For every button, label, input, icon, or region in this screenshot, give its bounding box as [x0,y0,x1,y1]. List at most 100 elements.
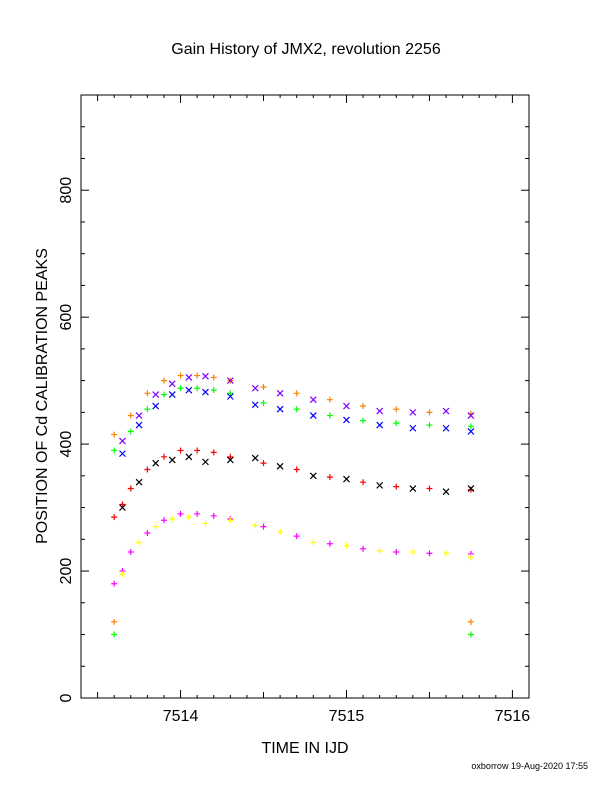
data-point [376,421,384,429]
data-point [226,377,234,385]
data-point [426,485,433,492]
data-point [202,520,209,527]
data-point [202,388,209,396]
data-point [194,385,201,392]
data-point [127,412,134,419]
data-point [111,580,118,587]
data-point [343,542,350,549]
series-6 [111,510,474,587]
series-5 [119,453,475,512]
data-point [309,412,317,419]
data-point [185,453,193,461]
data-point [194,372,201,379]
series-3 [119,386,475,458]
data-point [210,512,217,519]
data-point [210,374,217,381]
data-point [119,450,126,458]
data-point [293,466,300,473]
data-point [426,409,433,416]
data-point [251,401,259,409]
data-point [393,549,400,556]
data-point [185,374,193,381]
data-point [343,475,350,483]
data-point [251,454,259,462]
data-point [152,391,160,399]
data-point [152,402,160,410]
data-point [168,380,176,388]
data-point [467,427,475,435]
data-point [202,458,209,466]
series-8 [111,618,474,625]
data-point [467,412,475,419]
data-point [310,539,317,546]
data-point [226,456,234,464]
data-point [393,406,400,413]
data-point [144,406,151,413]
data-point [185,386,193,394]
data-point [326,412,333,419]
data-point [119,501,126,508]
data-point [326,396,333,403]
data-point [426,550,433,557]
data-point [169,516,176,523]
data-point [293,390,300,397]
data-point [252,522,259,529]
y-tick-label: 200 [58,558,75,585]
data-point [194,510,201,517]
y-tick-label: 400 [58,431,75,458]
data-point [168,456,176,464]
series-2 [111,385,474,454]
data-point [160,453,167,460]
data-point [393,483,400,490]
data-point [144,466,151,473]
data-point [160,517,167,524]
data-point [144,529,151,536]
data-point [127,549,134,556]
data-point [409,485,417,492]
data-marks [111,372,475,638]
data-point [260,383,267,390]
data-point [360,479,367,486]
x-tick-label: 7515 [329,708,365,725]
data-point [343,416,350,424]
data-point [227,390,234,397]
data-point [251,384,259,392]
data-point [260,460,267,467]
data-point [152,459,160,467]
x-tick-label: 7514 [163,708,199,725]
data-point [111,631,118,638]
data-point [409,424,417,432]
data-point [260,399,267,406]
data-point [177,447,184,454]
y-axis-label: POSITION OF Cd CALIBRATION PEAKS [34,248,51,544]
data-point [111,514,118,521]
data-point [360,545,367,552]
y-tick-label: 800 [58,177,75,204]
chart-title: Gain History of JMX2, revolution 2256 [171,41,441,58]
data-point [152,523,159,530]
data-point [442,424,450,432]
axis-ticks: 0 200 400 600 800 7514 7515 7516 [58,95,530,725]
data-point [177,385,184,392]
data-point [442,407,450,415]
data-point [326,474,333,481]
data-point [135,412,143,419]
data-point [276,389,284,397]
series-7 [119,514,474,578]
data-point [135,478,143,486]
data-point [309,396,317,404]
data-point [293,406,300,413]
data-point [144,390,151,397]
data-point [467,423,474,430]
y-tick-label: 600 [58,304,75,331]
data-point [326,540,333,547]
x-axis-label: TIME IN IJD [261,740,348,757]
data-point [177,510,184,517]
data-point [467,485,475,492]
data-point [210,387,217,394]
data-point [227,517,234,524]
data-point [177,372,184,379]
data-point [168,391,176,399]
data-point [360,403,367,410]
